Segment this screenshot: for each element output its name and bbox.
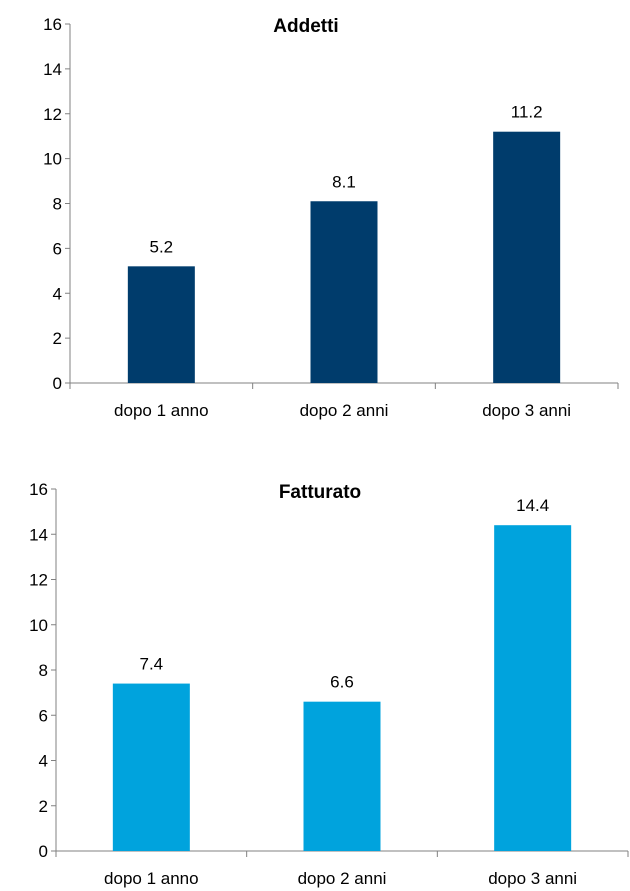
x-axis: dopo 1 anno dopo 2 anni dopo 3 anni <box>69 382 619 420</box>
y-tick-label: 16 <box>43 15 62 34</box>
y-tick-label: 4 <box>53 284 62 303</box>
x-axis: dopo 1 anno dopo 2 anni dopo 3 anni <box>55 850 629 888</box>
y-tick-label: 16 <box>29 480 48 499</box>
y-tick-label: 10 <box>43 150 62 169</box>
y-tick-label: 8 <box>39 661 48 680</box>
y-tick-label: 12 <box>29 571 48 590</box>
y-tick-label: 12 <box>43 105 62 124</box>
x-tick-label: dopo 3 anni <box>488 869 577 888</box>
x-tick-label: dopo 2 anni <box>298 869 387 888</box>
bars: 5.2 8.1 11.2 <box>127 103 561 383</box>
bar <box>493 131 561 383</box>
y-tick-label: 10 <box>29 616 48 635</box>
bar <box>494 525 572 851</box>
y-tick-label: 14 <box>43 60 62 79</box>
y-axis: 0 2 4 6 8 10 12 14 16 <box>29 480 57 861</box>
y-tick-label: 2 <box>39 797 48 816</box>
data-label: 8.1 <box>332 172 356 191</box>
bar <box>303 701 381 851</box>
y-tick-label: 14 <box>29 525 48 544</box>
y-tick-label: 4 <box>39 752 48 771</box>
chart-title: Fatturato <box>279 482 361 503</box>
chart-title: Addetti <box>273 16 338 37</box>
y-tick-label: 0 <box>39 842 48 861</box>
y-tick-label: 2 <box>53 329 62 348</box>
y-tick-label: 6 <box>53 239 62 258</box>
y-tick-label: 0 <box>53 374 62 393</box>
data-label: 5.2 <box>150 237 174 256</box>
x-tick-label: dopo 1 anno <box>114 401 209 420</box>
bar <box>112 683 190 851</box>
data-label: 14.4 <box>516 496 549 515</box>
y-tick-label: 8 <box>53 195 62 214</box>
data-label: 7.4 <box>140 655 164 674</box>
y-axis: 0 2 4 6 8 10 12 14 16 <box>43 15 71 393</box>
x-tick-label: dopo 3 anni <box>482 401 571 420</box>
chart-addetti: Addetti 0 2 4 6 8 10 12 14 16 dopo 1 anno dopo 2 … <box>43 15 619 420</box>
data-label: 6.6 <box>330 673 354 692</box>
x-tick-label: dopo 1 anno <box>104 869 199 888</box>
x-tick-label: dopo 2 anni <box>300 401 389 420</box>
bar <box>310 201 378 383</box>
data-label: 11.2 <box>511 103 543 122</box>
y-tick-label: 6 <box>39 706 48 725</box>
bar <box>127 266 195 383</box>
bars: 7.4 6.6 14.4 <box>112 496 572 851</box>
